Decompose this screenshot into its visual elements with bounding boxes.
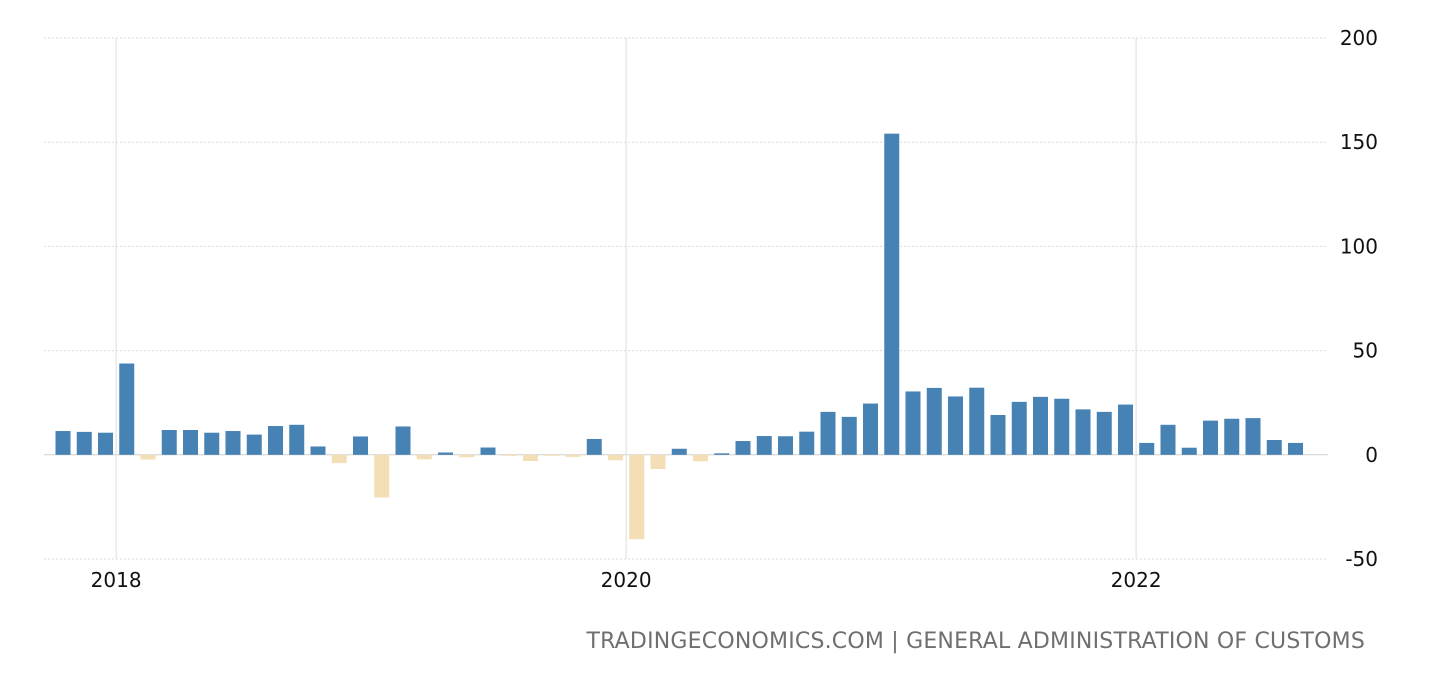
data-bar — [1160, 424, 1176, 455]
data-bar — [374, 454, 390, 498]
data-bar — [650, 454, 666, 469]
x-tick-label: 2020 — [601, 568, 652, 592]
data-bar — [735, 441, 751, 455]
data-bar — [225, 431, 241, 455]
data-bar — [905, 391, 921, 455]
data-bar — [693, 454, 708, 462]
data-bar — [799, 431, 815, 455]
x-tick-label: 2018 — [91, 568, 142, 592]
data-bar — [416, 454, 432, 460]
data-bar — [926, 387, 942, 455]
data-bar — [756, 436, 772, 455]
y-tick-label: 50 — [1353, 339, 1378, 363]
y-tick-label: 0 — [1365, 443, 1378, 467]
bars-layer — [55, 133, 1303, 540]
x-tick-label: 2022 — [1111, 568, 1162, 592]
data-bar — [841, 416, 857, 455]
data-bar — [671, 448, 687, 455]
data-bar — [1266, 440, 1282, 455]
data-bar — [353, 436, 368, 455]
axis-layer: 200 150 100 50 0 -50 2018 2020 2022 — [91, 26, 1378, 592]
data-bar — [884, 133, 900, 455]
data-bar — [1203, 420, 1218, 455]
data-bar — [969, 387, 985, 455]
data-bar — [820, 411, 836, 455]
data-bar — [523, 454, 538, 462]
data-bar — [55, 431, 71, 455]
data-bar — [246, 434, 262, 455]
data-bar — [183, 430, 198, 455]
y-tick-label: 200 — [1340, 26, 1378, 50]
data-bar — [289, 424, 305, 455]
data-bar — [544, 454, 560, 456]
data-bar — [161, 430, 177, 455]
data-bar — [1011, 401, 1027, 455]
data-bar — [1181, 447, 1197, 455]
data-bar — [204, 432, 220, 455]
data-bar — [459, 454, 475, 458]
data-bar — [586, 438, 602, 455]
data-bar — [629, 454, 645, 540]
data-bar — [1075, 409, 1091, 455]
data-bar — [608, 454, 623, 461]
data-bar — [1096, 411, 1112, 455]
data-bar — [1245, 418, 1261, 455]
data-bar — [1033, 396, 1048, 455]
data-bar — [480, 447, 496, 455]
y-tick-label: -50 — [1345, 547, 1378, 571]
data-bar — [268, 426, 283, 455]
data-bar — [714, 453, 730, 455]
data-bar — [778, 436, 793, 455]
data-bar — [76, 431, 92, 455]
data-bar — [990, 414, 1006, 455]
data-bar — [1224, 418, 1240, 455]
data-bar — [140, 454, 156, 460]
y-tick-label: 150 — [1340, 130, 1378, 154]
data-bar — [565, 454, 581, 457]
data-bar — [501, 454, 517, 456]
data-bar — [948, 396, 963, 455]
data-bar — [395, 426, 411, 455]
data-bar — [438, 452, 453, 455]
source-attribution: TRADINGECONOMICS.COM | GENERAL ADMINISTR… — [585, 629, 1365, 654]
y-tick-label: 100 — [1340, 234, 1378, 258]
data-bar — [1054, 398, 1070, 455]
grid-layer — [44, 37, 1328, 560]
data-bar — [98, 432, 113, 455]
data-bar — [331, 454, 347, 464]
data-bar — [1139, 442, 1155, 455]
data-bar — [1118, 404, 1133, 455]
data-bar — [310, 446, 326, 455]
data-bar — [1288, 442, 1303, 455]
data-bar — [863, 403, 878, 455]
data-bar — [119, 363, 135, 455]
